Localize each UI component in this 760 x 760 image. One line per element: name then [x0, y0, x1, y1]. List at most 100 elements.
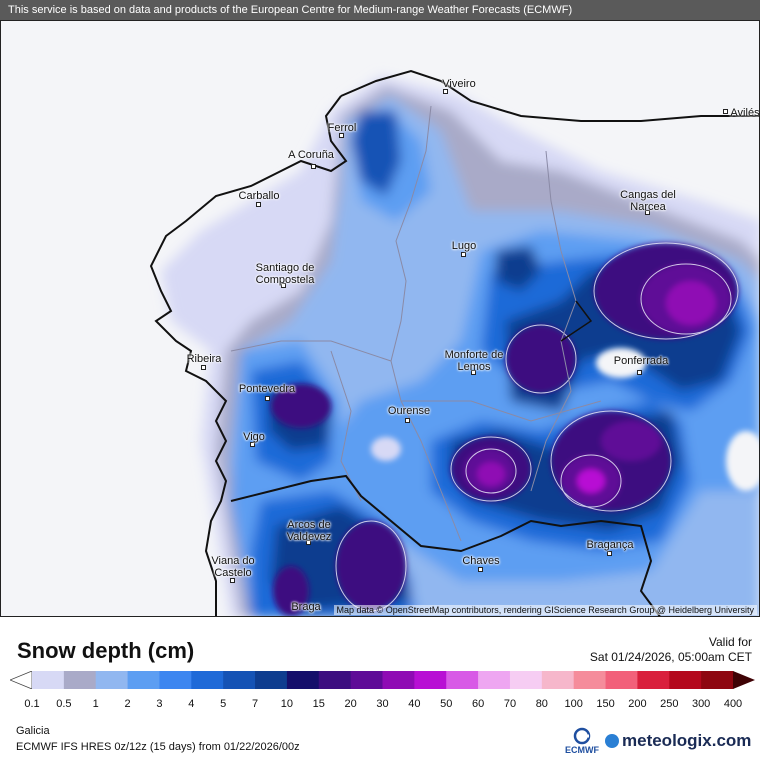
border-east — [560, 300, 593, 342]
city-label-cangas-del-narcea: Cangas del Narcea — [620, 189, 676, 213]
data-source-notice: This service is based on data and produc… — [0, 0, 760, 20]
legend-swatch — [669, 671, 702, 689]
legend-swatch — [605, 671, 638, 689]
city-marker — [250, 442, 255, 447]
legend-tick-label: 250 — [660, 698, 679, 710]
legend-tick-label: 70 — [503, 698, 517, 710]
region-name: Galicia — [16, 725, 50, 737]
color-legend — [10, 671, 755, 689]
city-marker — [306, 540, 311, 545]
legend-swatch — [191, 671, 224, 689]
city-marker — [256, 202, 261, 207]
city-label-ponferrada: Ponferrada — [613, 355, 669, 367]
city-label-arcos-de-valdevez: Arcos de Valdevez — [286, 519, 332, 543]
city-label-viveiro: Viveiro — [442, 78, 476, 90]
legend-swatch — [509, 671, 543, 689]
legend-swatch — [382, 671, 415, 689]
city-marker — [607, 551, 612, 556]
legend-tick-label: 5 — [220, 698, 227, 710]
snow-depth-map[interactable]: Viveiro Avilés Ferrol A Coruña Carballo … — [0, 20, 760, 617]
legend-tick-label: 60 — [471, 698, 485, 710]
city-marker — [265, 396, 270, 401]
meteologix-logo-text: meteologix.com — [622, 731, 752, 750]
city-label-santiago: Santiago de Compostela — [255, 262, 315, 286]
legend-swatch — [255, 671, 288, 689]
legend-swatch — [701, 671, 734, 689]
city-label-a-coruna: A Coruña — [288, 149, 334, 161]
city-label-monforte: Monforte de Lemos — [444, 349, 504, 373]
legend-tick-label: 150 — [596, 698, 615, 710]
legend-swatch — [32, 671, 65, 689]
city-label-chaves: Chaves — [462, 555, 500, 567]
map-attribution: Map data © OpenStreetMap contributors, r… — [333, 605, 757, 615]
legend-swatch — [478, 671, 511, 689]
meteologix-icon — [605, 734, 619, 748]
legend-swatch — [414, 671, 447, 689]
legend-tick-label: 15 — [312, 698, 325, 710]
city-label-ribeira: Ribeira — [186, 353, 222, 365]
snow-depth-peaks — [271, 243, 738, 616]
legend-tick-label: 400 — [723, 698, 743, 710]
legend-swatch — [446, 671, 479, 689]
legend-tick-label: 4 — [188, 698, 195, 710]
meteologix-logo[interactable]: meteologix.com — [605, 731, 751, 751]
city-marker — [281, 283, 286, 288]
legend-swatch — [637, 671, 670, 689]
city-marker — [645, 210, 650, 215]
legend-swatch — [573, 671, 607, 689]
city-marker — [637, 370, 642, 375]
city-label-lugo: Lugo — [451, 240, 477, 252]
legend-tick-label: 0.5 — [56, 698, 72, 710]
city-label-braga: Braga — [291, 601, 321, 613]
legend-swatch — [350, 671, 383, 689]
valid-time: Sat 01/24/2026, 05:00am CET — [589, 650, 752, 664]
national-border — [230, 474, 661, 616]
city-marker — [478, 567, 483, 572]
legend-swatch — [541, 671, 575, 689]
legend-swatch — [159, 671, 192, 689]
chart-title: Snow depth (cm) — [17, 638, 195, 663]
legend-tick-label: 40 — [408, 698, 421, 710]
city-label-viana-do-castelo: Viana do Castelo — [211, 555, 255, 579]
city-marker — [201, 365, 206, 370]
city-label-pontevedra: Pontevedra — [238, 383, 296, 395]
legend-tick-label: 100 — [564, 698, 583, 710]
legend-tick-label: 300 — [691, 698, 711, 710]
legend-tick-label: 0.1 — [24, 698, 40, 710]
ecmwf-logo-text: ECMWF — [565, 745, 599, 755]
admin-boundaries — [230, 105, 602, 542]
legend-swatch — [318, 671, 352, 689]
city-marker — [339, 133, 344, 138]
legend-swatch — [127, 671, 160, 689]
contour-lines — [335, 242, 739, 612]
legend-tick-label: 80 — [535, 698, 548, 710]
city-marker — [723, 109, 728, 114]
legend-tick-label: 3 — [156, 698, 163, 710]
city-marker — [443, 89, 448, 94]
city-label-ourense: Ourense — [387, 405, 431, 417]
city-label-carballo: Carballo — [238, 190, 280, 202]
model-info: ECMWF IFS HRES 0z/12z (15 days) from 01/… — [16, 741, 300, 753]
city-marker — [405, 418, 410, 423]
city-label-braganca: Bragança — [586, 539, 634, 551]
snow-free-areas — [371, 348, 759, 491]
city-label-vigo: Vigo — [243, 431, 265, 443]
legend-swatch — [286, 671, 320, 689]
city-marker — [311, 164, 316, 169]
ecmwf-logo[interactable]: ECMWF — [560, 727, 604, 755]
map-canvas — [1, 21, 759, 616]
legend-swatch — [223, 671, 256, 689]
legend-tick-label: 10 — [280, 698, 294, 710]
legend-tick-label: 7 — [251, 698, 259, 710]
legend-tick-label: 30 — [376, 698, 389, 710]
legend-tick-label: 50 — [440, 698, 453, 710]
legend-swatch — [63, 671, 97, 689]
legend-tick-label: 2 — [124, 698, 131, 710]
legend-tick-label: 20 — [344, 698, 357, 710]
city-label-aviles: Avilés — [730, 107, 760, 119]
legend-tick-label: 1 — [92, 698, 99, 710]
legend-over-triangle — [733, 671, 755, 689]
city-marker — [471, 370, 476, 375]
legend-under-triangle — [10, 671, 33, 689]
city-marker — [461, 252, 466, 257]
